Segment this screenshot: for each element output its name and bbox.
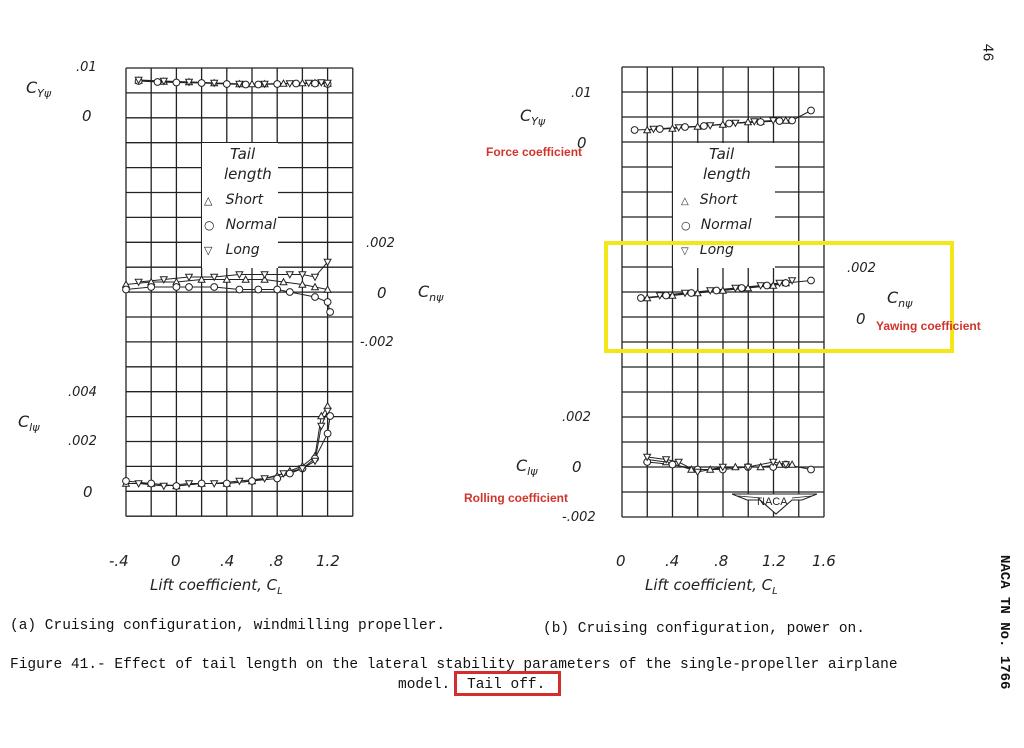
triangle-up-icon: △ <box>681 196 689 207</box>
right-cn-tick-0: 0 <box>856 310 866 328</box>
left-cy-tick-0: 0 <box>82 107 92 125</box>
left-cy-tick-01: .01 <box>76 60 97 75</box>
right-legend: Tail length △ Short ○ Normal ▽ Long <box>673 143 775 268</box>
naca-logo-text: NACA <box>757 496 788 508</box>
right-cl-tick-neg002: -.002 <box>562 510 596 525</box>
left-cn-tick-0: 0 <box>377 284 387 302</box>
right-cn-axis-label: Cnψ <box>887 288 913 311</box>
left-cl-tick-0: 0 <box>83 483 93 501</box>
tail-off-highlight-box <box>454 671 561 696</box>
legend-item-short: △ Short <box>681 192 738 208</box>
rolling-coefficient-note: Rolling coefficient <box>464 491 569 505</box>
left-cl-tick-002: .002 <box>68 434 97 449</box>
legend-title-line1: Tail <box>709 145 735 163</box>
circle-icon: ○ <box>204 218 215 232</box>
yawing-coefficient-note: Yawing coefficient <box>876 319 981 333</box>
left-legend: Tail length △ Short ○ Normal ▽ Long <box>202 143 278 268</box>
left-cn-axis-label: Cnψ <box>418 282 444 305</box>
force-coefficient-note: Force coefficient <box>486 145 583 159</box>
left-panel-caption: (a) Cruising configuration, windmilling … <box>10 618 446 634</box>
legend-item-short: △ Short <box>204 192 264 208</box>
left-x-axis-label: Lift coefficient, CL <box>150 576 283 597</box>
figure-caption-highlight: Tail off. <box>467 677 546 693</box>
legend-title-line2: length <box>224 165 272 183</box>
right-cl-tick-002: .002 <box>562 410 591 425</box>
figure-caption-line2-prefix: model. <box>398 677 451 693</box>
legend-title-line1: Tail <box>230 145 256 163</box>
right-cy-tick-01: .01 <box>571 86 592 101</box>
yawing-highlight-box <box>604 241 954 353</box>
legend-item-normal: ○ Normal <box>204 217 277 233</box>
legend-item-normal: ○ Normal <box>681 217 752 233</box>
left-cn-tick-002: .002 <box>366 236 395 251</box>
right-cn-tick-002: .002 <box>847 261 876 276</box>
right-cy-tick-0: 0 <box>577 134 587 152</box>
triangle-up-icon: △ <box>204 194 213 207</box>
naca-logo <box>731 493 818 515</box>
left-cy-axis-label: CYψ <box>26 78 52 101</box>
left-cl-tick-004: .004 <box>68 385 97 400</box>
right-cy-axis-label: CYψ <box>520 106 546 129</box>
legend-item-long: ▽ Long <box>204 242 260 258</box>
right-cl-tick-0: 0 <box>572 458 582 476</box>
legend-item-long: ▽ Long <box>681 242 734 258</box>
legend-title-line2: length <box>703 165 751 183</box>
left-cn-tick-neg002: -.002 <box>360 335 394 350</box>
figure-caption-line1: Figure 41.- Effect of tail length on the… <box>10 657 898 673</box>
right-panel-caption: (b) Cruising configuration, power on. <box>543 621 865 637</box>
right-x-axis-label: Lift coefficient, CL <box>645 576 778 597</box>
triangle-down-icon: ▽ <box>204 244 213 257</box>
left-cl-axis-label: Clψ <box>18 412 40 435</box>
circle-icon: ○ <box>681 219 691 232</box>
right-cl-axis-label: Clψ <box>516 456 538 479</box>
triangle-down-icon: ▽ <box>681 246 689 257</box>
